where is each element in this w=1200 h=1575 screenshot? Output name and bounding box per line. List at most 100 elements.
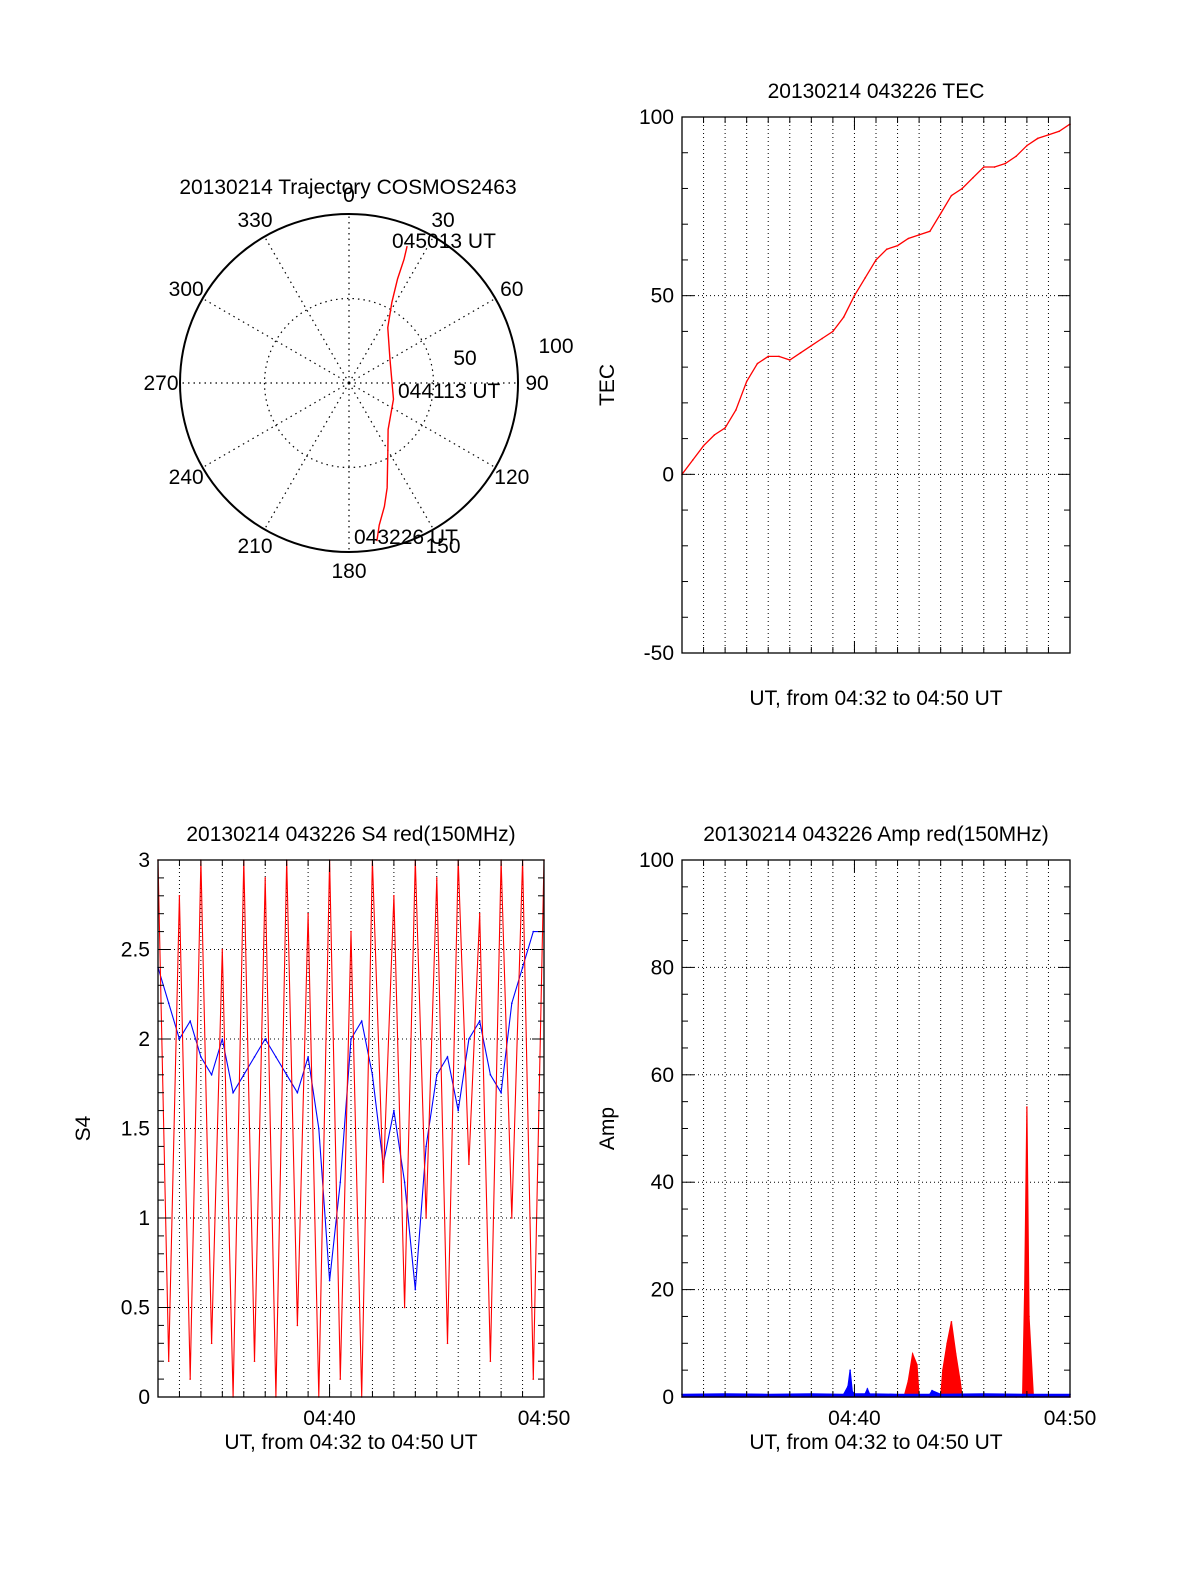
polar-outer-ring — [179, 213, 519, 553]
amp-point-red — [907, 1380, 910, 1382]
polar-angle-label: 210 — [237, 535, 272, 558]
tec-point-red — [702, 444, 705, 447]
polar-angle-label: 270 — [143, 372, 178, 395]
polar-ring-50 — [263, 297, 435, 469]
s4-point-red — [296, 1324, 299, 1327]
polar-spoke — [263, 382, 350, 530]
amp-point-red — [950, 1321, 953, 1323]
s4-point-blue — [393, 1109, 395, 1112]
s4-point-blue — [221, 1038, 224, 1040]
s4-point-blue — [435, 1074, 438, 1076]
tec-point-red — [907, 237, 910, 240]
s4-point-blue — [285, 1074, 288, 1076]
tec-ytick-label: 100 — [639, 106, 674, 129]
s4-ytick-label: 2.5 — [121, 939, 150, 962]
tec-point-red — [929, 230, 931, 233]
s4-point-red — [221, 948, 224, 951]
polar-angle-label: 60 — [500, 278, 523, 301]
amp-ytick-label: 100 — [639, 849, 674, 872]
tec-point-red — [885, 248, 888, 251]
s4-point-blue — [425, 1145, 427, 1148]
s4-point-red — [210, 1342, 213, 1345]
amp-ytick-label: 60 — [651, 1064, 674, 1087]
polar-title: 20130214 Trajectory COSMOS2463 — [179, 176, 516, 199]
amp-point-blue — [931, 1389, 933, 1392]
s4-point-blue — [318, 1127, 320, 1130]
s4-point-blue — [275, 1056, 277, 1058]
s4-point-red — [189, 1378, 191, 1380]
tec-point-red — [993, 166, 996, 168]
tec-point-red — [1026, 144, 1028, 147]
s4-point-red — [393, 895, 395, 897]
s4-point-blue — [457, 1109, 460, 1112]
s4-point-blue — [200, 1056, 202, 1058]
s4-ytick-label: 3 — [138, 849, 150, 872]
tec-ytick-label: 0 — [662, 463, 674, 486]
s4-point-red — [446, 1342, 449, 1345]
s4-point-blue — [489, 1074, 492, 1076]
amp-point-blue — [868, 1392, 871, 1395]
amp-point-blue — [849, 1369, 851, 1371]
amp-point-red — [942, 1369, 944, 1371]
s4-point-blue — [210, 1074, 213, 1076]
trajectory-mid-label: 044113 UT — [398, 380, 501, 403]
tec-point-red — [767, 355, 770, 358]
tec-ytick-label: -50 — [644, 642, 674, 665]
tec-ytick-label: 50 — [651, 285, 674, 308]
amp-point-blue — [929, 1393, 931, 1396]
s4-ytick-label: 2 — [138, 1028, 150, 1051]
tec-point-red — [788, 359, 791, 361]
s4-point-blue — [167, 1002, 170, 1004]
polar-angle-label: 240 — [169, 466, 204, 489]
tec-title: 20130214 043226 TEC — [768, 80, 985, 103]
s4-point-red — [403, 1306, 406, 1309]
s4-point-blue — [264, 1038, 267, 1040]
s4-point-red — [468, 1163, 470, 1166]
amp-point-blue — [864, 1392, 867, 1395]
s4-ytick-label: 0 — [138, 1386, 150, 1409]
s4-ytick-label: 1.5 — [121, 1118, 150, 1141]
amp-ytick-label: 40 — [651, 1171, 674, 1194]
amp-point-red — [911, 1353, 914, 1355]
amp-series-red — [682, 1106, 1070, 1398]
s4-panel: 20130214 043226 S4 red(150MHz) UT, from 0… — [72, 823, 570, 1454]
s4-series-blue — [157, 931, 544, 1290]
tec-point-red — [1058, 130, 1061, 133]
s4-point-blue — [414, 1288, 417, 1291]
polar-angle-label: 330 — [237, 209, 272, 232]
s4-xlabel: UT, from 04:32 to 04:50 UT — [224, 1431, 477, 1454]
tec-point-red — [799, 352, 802, 354]
polar-spoke — [348, 382, 435, 530]
amp-ytick-label: 80 — [651, 956, 674, 979]
tec-xlabel: UT, from 04:32 to 04:50 UT — [749, 687, 1002, 710]
s4-point-blue — [189, 1020, 191, 1022]
s4-point-red — [489, 1360, 492, 1362]
s4-point-blue — [532, 930, 535, 933]
polar-angle-label: 90 — [525, 372, 548, 395]
s4-ylabel: S4 — [72, 1115, 95, 1141]
s4-point-red — [167, 1360, 170, 1362]
s4-point-blue — [478, 1020, 481, 1022]
tec-ylabel: TEC — [596, 364, 619, 406]
polar-radius-label: 50 — [453, 347, 476, 370]
s4-xtick-label: 04:50 — [518, 1407, 571, 1430]
trajectory-start-label: 043226 UT — [354, 526, 458, 549]
polar-angle-label: 180 — [331, 560, 366, 583]
s4-point-blue — [296, 1091, 299, 1094]
s4-point-blue — [360, 1020, 363, 1022]
s4-point-blue — [350, 1038, 352, 1040]
s4-point-blue — [521, 966, 524, 969]
tec-panel: 20130214 043226 TEC UT, from 04:32 to 04:… — [596, 80, 1071, 710]
tec-point-red — [713, 434, 716, 436]
polar-angle-label: 30 — [431, 209, 454, 232]
tec-point-red — [778, 355, 780, 358]
s4-point-blue — [232, 1091, 234, 1094]
s4-ytick-label: 0.5 — [121, 1297, 150, 1320]
trajectory-end-label: 045013 UT — [392, 230, 496, 253]
amp-xtick-label: 04:40 — [828, 1407, 881, 1430]
amp-point-red — [959, 1380, 961, 1382]
amp-point-blue — [866, 1388, 869, 1390]
amp-point-blue — [847, 1385, 849, 1388]
tec-point-red — [842, 316, 845, 318]
